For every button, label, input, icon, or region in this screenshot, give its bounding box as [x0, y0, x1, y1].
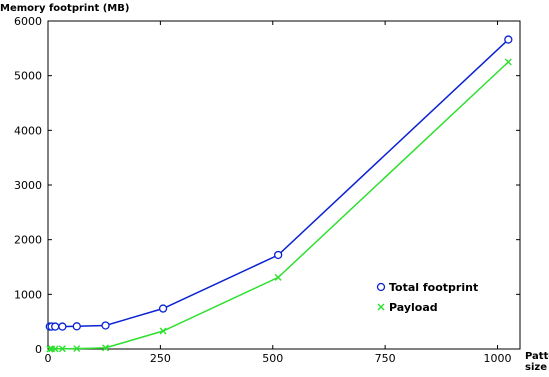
x-tick-label: 500: [262, 352, 283, 365]
y-tick-label: 1000: [14, 288, 42, 301]
plot-frame: [47, 20, 521, 350]
payload-point-stroke: [46, 345, 54, 353]
payload-point: [102, 344, 110, 352]
ticks-group: 0 1000 2000 3000 4000 5000 6000 0 250 500 750 1000: [14, 15, 520, 365]
payload-point: [58, 345, 66, 353]
total-footprint-point: [274, 250, 283, 260]
total-footprint-point: [51, 322, 60, 331]
payload-point-stroke: [159, 327, 167, 335]
total-footprint-point: [72, 322, 81, 331]
y-tick-label: 4000: [14, 124, 42, 137]
legend: Total footprint Payload: [376, 281, 478, 314]
x-axis-title-line-1: Pattern: [525, 351, 549, 362]
payload-point-stroke: [51, 345, 59, 353]
payload-point: [274, 273, 282, 281]
payload-point-stroke: [102, 344, 110, 352]
payload-point: [504, 58, 512, 66]
x-tick-label: 1000: [484, 352, 512, 365]
payload-point-stroke: [73, 345, 81, 353]
y-tick-label: 0: [35, 343, 42, 356]
payload-point: [73, 345, 81, 353]
x-tick-label: 0: [45, 352, 52, 365]
total-footprint-point: [58, 322, 67, 331]
plot-frame-group: [47, 20, 521, 350]
y-axis-title: Memory footprint (MB): [0, 3, 129, 14]
series-group: [45, 35, 513, 353]
payload-point: [159, 327, 167, 335]
payload-point: [51, 345, 59, 353]
total-footprint-point: [101, 321, 110, 330]
y-tick-label: 2000: [14, 234, 42, 247]
total-footprint-point: [158, 304, 168, 313]
x-tick-label: 750: [375, 352, 396, 365]
payload-point-stroke: [58, 345, 66, 353]
x-tick-label: 250: [150, 352, 171, 365]
payload-point: [46, 345, 54, 353]
y-tick-label: 6000: [14, 15, 42, 28]
total-footprint-point: [504, 35, 513, 44]
x-axis-title-line-2: size (n): [525, 362, 549, 373]
y-tick-label: 5000: [14, 70, 42, 83]
payload-point-stroke: [504, 58, 512, 66]
legend-label-payload: Payload: [389, 301, 438, 314]
legend-marker-total-footprint: [376, 282, 386, 292]
legend-marker-stroke: [377, 303, 385, 311]
y-tick-label: 3000: [14, 179, 42, 192]
legend-marker-payload: [377, 303, 385, 311]
payload-point-stroke: [274, 273, 282, 281]
payload-line: [49, 61, 509, 350]
legend-label-total-footprint: Total footprint: [389, 281, 478, 294]
